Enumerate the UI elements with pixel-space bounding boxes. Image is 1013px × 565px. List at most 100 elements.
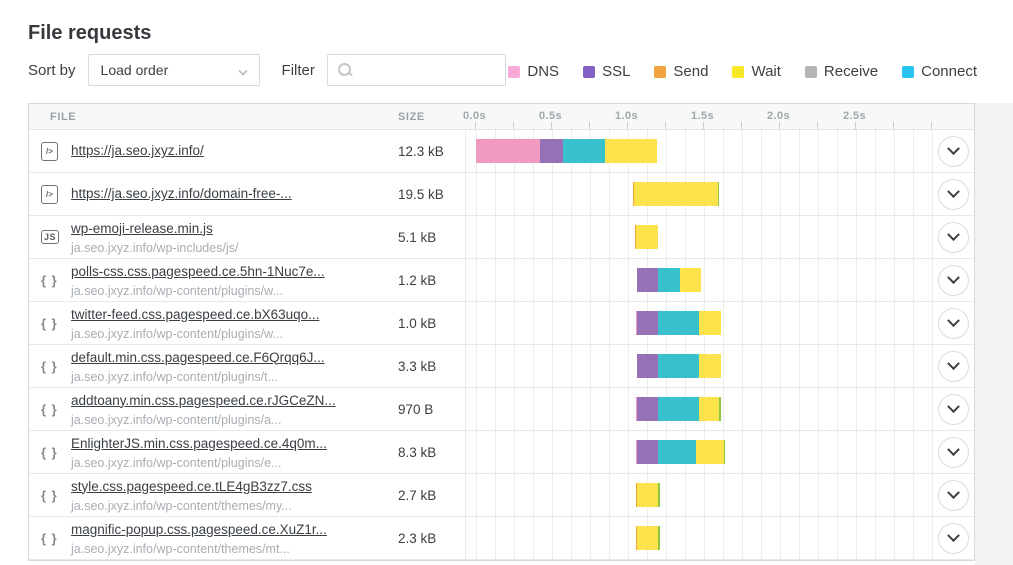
filter-searchbox: [326, 54, 544, 86]
waterfall-segment-ssl: [637, 268, 659, 292]
file-size: 1.2 kB: [398, 272, 437, 288]
time-tick-label: 1.0s: [615, 110, 639, 122]
file-link[interactable]: style.css.pagespeed.ce.tLE4gB3zz7.css: [71, 478, 312, 494]
expand-row-button[interactable]: [938, 264, 969, 296]
search-icon: [337, 62, 353, 78]
css-file-icon: { }: [41, 488, 71, 503]
file-path: ja.seo.jxyz.info/wp-content/plugins/w...: [71, 283, 283, 298]
sort-by-value: Load order: [100, 62, 169, 78]
expand-row-button[interactable]: [938, 221, 969, 253]
waterfall-segment-connect: [658, 397, 700, 421]
chevron-down-icon: [947, 270, 960, 284]
file-row[interactable]: { } style.css.pagespeed.ce.tLE4gB3zz7.cs…: [29, 474, 974, 517]
file-link[interactable]: twitter-feed.css.pagespeed.ce.bX63uqo...: [71, 306, 320, 322]
waterfall-segment-send: [635, 483, 638, 507]
file-size: 3.3 kB: [398, 358, 437, 374]
file-link[interactable]: polls-css.css.pagespeed.ce.5hn-1Nuc7e...: [71, 263, 325, 279]
waterfall-segment-dns: [635, 397, 638, 421]
filter-label: Filter: [281, 61, 315, 79]
expand-row-button[interactable]: [938, 350, 969, 382]
file-cell: { } polls-css.css.pagespeed.ce.5hn-1Nuc7…: [29, 259, 389, 301]
file-link[interactable]: default.min.css.pagespeed.ce.F6Qrqq6J...: [71, 349, 325, 365]
waterfall-timeline: [465, 259, 932, 301]
file-link[interactable]: wp-emoji-release.min.js: [71, 220, 213, 236]
waterfall-segment-send: [635, 526, 638, 550]
expand-row-button[interactable]: [938, 178, 969, 210]
waterfall-segment-connect: [658, 311, 700, 335]
js-file-icon: JS: [41, 230, 59, 244]
file-row[interactable]: { } twitter-feed.css.pagespeed.ce.bX63uq…: [29, 302, 974, 345]
waterfall-timeline: [465, 130, 932, 172]
time-tick-label: 2.0s: [767, 110, 791, 122]
chevron-down-icon: [947, 227, 960, 241]
time-axis-ticks: [465, 122, 932, 129]
expand-row-button[interactable]: [938, 135, 969, 167]
legend-label: DNS: [527, 63, 560, 80]
file-row[interactable]: { } default.min.css.pagespeed.ce.F6Qrqq6…: [29, 345, 974, 388]
waterfall-segment-dns: [476, 139, 540, 163]
file-row[interactable]: /> https://ja.seo.jxyz.info/domain-free-…: [29, 173, 974, 216]
expand-row-button[interactable]: [938, 436, 969, 468]
file-row[interactable]: { } EnlighterJS.min.css.pagespeed.ce.4q0…: [29, 431, 974, 474]
waterfall-segment-connect: [562, 139, 606, 163]
waterfall-segment-wait: [637, 483, 659, 507]
waterfall-segment-wait: [637, 526, 659, 550]
file-row[interactable]: /> https://ja.seo.jxyz.info/ 12.3 kB: [29, 130, 974, 173]
legend-label: Receive: [823, 63, 879, 80]
expand-row-button[interactable]: [938, 307, 969, 339]
file-link[interactable]: https://ja.seo.jxyz.info/: [71, 143, 204, 158]
waterfall-timeline: [465, 345, 932, 387]
expand-row-button[interactable]: [938, 522, 969, 554]
legend-swatch: [902, 65, 915, 78]
expand-cell: [932, 388, 974, 430]
expand-cell: [932, 173, 974, 215]
file-row[interactable]: { } addtoany.min.css.pagespeed.ce.rJGCeZ…: [29, 388, 974, 431]
file-link[interactable]: EnlighterJS.min.css.pagespeed.ce.4q0m...: [71, 435, 327, 451]
legend-swatch: [804, 65, 817, 78]
css-file-icon: { }: [41, 273, 71, 288]
legend-swatch: [508, 65, 521, 78]
waterfall-segment-ssl: [539, 139, 563, 163]
file-requests-table: FILE SIZE 0.0s 0.5s 1.0s 1.5s 2.0s 2.5s /> ht…: [28, 103, 975, 561]
file-link[interactable]: magnific-popup.css.pagespeed.ce.XuZ1r...: [71, 521, 327, 537]
file-size: 2.7 kB: [398, 487, 437, 503]
file-link[interactable]: https://ja.seo.jxyz.info/domain-free-...: [71, 186, 292, 201]
expand-row-button[interactable]: [938, 479, 969, 511]
sort-by-select[interactable]: Load order: [87, 54, 260, 86]
waterfall-segment-marker: [719, 397, 721, 421]
file-size: 1.0 kB: [398, 315, 437, 331]
waterfall-segment-ssl: [637, 354, 659, 378]
waterfall-segment-wait: [679, 268, 701, 292]
css-file-icon: { }: [41, 359, 71, 374]
waterfall-segment-marker: [723, 440, 726, 464]
html-file-icon: />: [41, 141, 71, 161]
file-row[interactable]: JS wp-emoji-release.min.js ja.seo.jxyz.i…: [29, 216, 974, 259]
css-file-icon: { }: [41, 487, 58, 503]
file-path: ja.seo.jxyz.info/wp-content/plugins/t...: [71, 369, 279, 384]
chevron-down-icon: [947, 399, 960, 413]
file-path: ja.seo.jxyz.info/wp-content/themes/mt...: [71, 541, 290, 556]
file-size: 970 B: [398, 401, 434, 417]
legend-item-wait: Wait: [732, 63, 781, 80]
expand-cell: [932, 431, 974, 473]
time-tick-label: 2.5s: [843, 110, 867, 122]
expand-row-button[interactable]: [938, 393, 969, 425]
file-link[interactable]: addtoany.min.css.pagespeed.ce.rJGCeZN...: [71, 392, 336, 408]
waterfall-segment-dns: [635, 440, 638, 464]
legend-item-ssl: SSL: [583, 63, 630, 80]
legend-swatch: [583, 65, 596, 78]
html-file-icon: />: [41, 184, 71, 204]
page-title: File requests: [28, 22, 152, 45]
file-row[interactable]: { } polls-css.css.pagespeed.ce.5hn-1Nuc7…: [29, 259, 974, 302]
legend-label: Connect: [921, 63, 977, 80]
waterfall-segment-send: [634, 225, 637, 249]
file-path: ja.seo.jxyz.info/wp-includes/js/: [71, 240, 239, 255]
html-file-icon: />: [41, 141, 58, 161]
file-row[interactable]: { } magnific-popup.css.pagespeed.ce.XuZ1…: [29, 517, 974, 560]
file-size: 19.5 kB: [398, 186, 444, 202]
waterfall-timeline: [465, 173, 932, 215]
file-cell: JS wp-emoji-release.min.js ja.seo.jxyz.i…: [29, 216, 389, 258]
css-file-icon: { }: [41, 316, 71, 331]
js-file-icon: JS: [41, 230, 71, 244]
waterfall-segment-ssl: [637, 440, 659, 464]
